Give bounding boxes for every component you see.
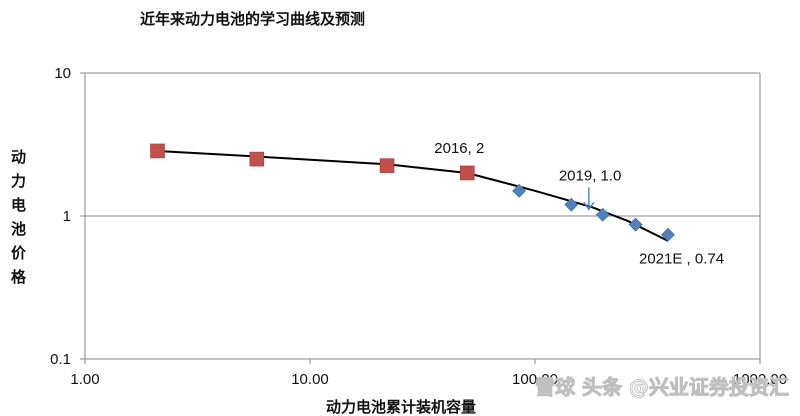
trendline-layer	[157, 150, 669, 242]
annotations-layer: 2016, 2 2019, 1.0 2021E , 0.74	[434, 140, 724, 268]
tick-labels-layer: 1.00 10.00 100.00 1000.00 0.1 1 10	[50, 65, 787, 388]
annotation-2016: 2016, 2	[434, 140, 484, 157]
y-axis-label-char: 池	[11, 220, 26, 238]
annotation-2021e: 2021E , 0.74	[639, 251, 724, 268]
y-axis-label-char: 价	[11, 244, 27, 262]
data-point-square-0	[150, 143, 165, 159]
x-tick-label-2: 100.00	[512, 371, 558, 388]
data-points-layer	[150, 143, 675, 242]
x-tick-label-3: 1000.00	[733, 371, 787, 388]
watermark: 雪球 头条 @兴业证券投资汇	[535, 375, 789, 399]
data-point-diamond-0	[512, 183, 527, 198]
trendline	[157, 150, 669, 242]
data-point-diamond-4	[661, 227, 675, 242]
y-tick-label-1: 1	[63, 208, 71, 225]
x-tick-label-1: 10.00	[291, 371, 329, 388]
y-axis-label-char: 电	[11, 196, 26, 214]
data-point-diamond-2	[595, 207, 610, 222]
y-axis-label: 动力电池价格	[11, 148, 27, 286]
chart-title: 近年来动力电池的学习曲线及预测	[140, 10, 365, 28]
x-tick-label-0: 1.00	[70, 371, 99, 388]
y-tick-label-0: 0.1	[50, 351, 71, 368]
data-point-square-3	[459, 165, 475, 181]
annotation-2019: 2019, 1.0	[559, 167, 622, 184]
data-point-square-2	[379, 158, 395, 173]
y-tick-label-2: 10	[54, 65, 71, 82]
data-point-square-1	[249, 151, 265, 167]
y-axis-label-char: 格	[11, 268, 27, 286]
x-axis-label: 动力电池累计装机容量	[326, 398, 476, 416]
data-point-diamond-1	[564, 197, 579, 212]
plot-area	[80, 72, 761, 364]
y-axis-label-char: 力	[11, 172, 26, 190]
data-point-diamond-3	[628, 217, 643, 232]
y-axis-label-char: 动	[11, 148, 26, 166]
annotation-arrow-head	[583, 201, 595, 211]
